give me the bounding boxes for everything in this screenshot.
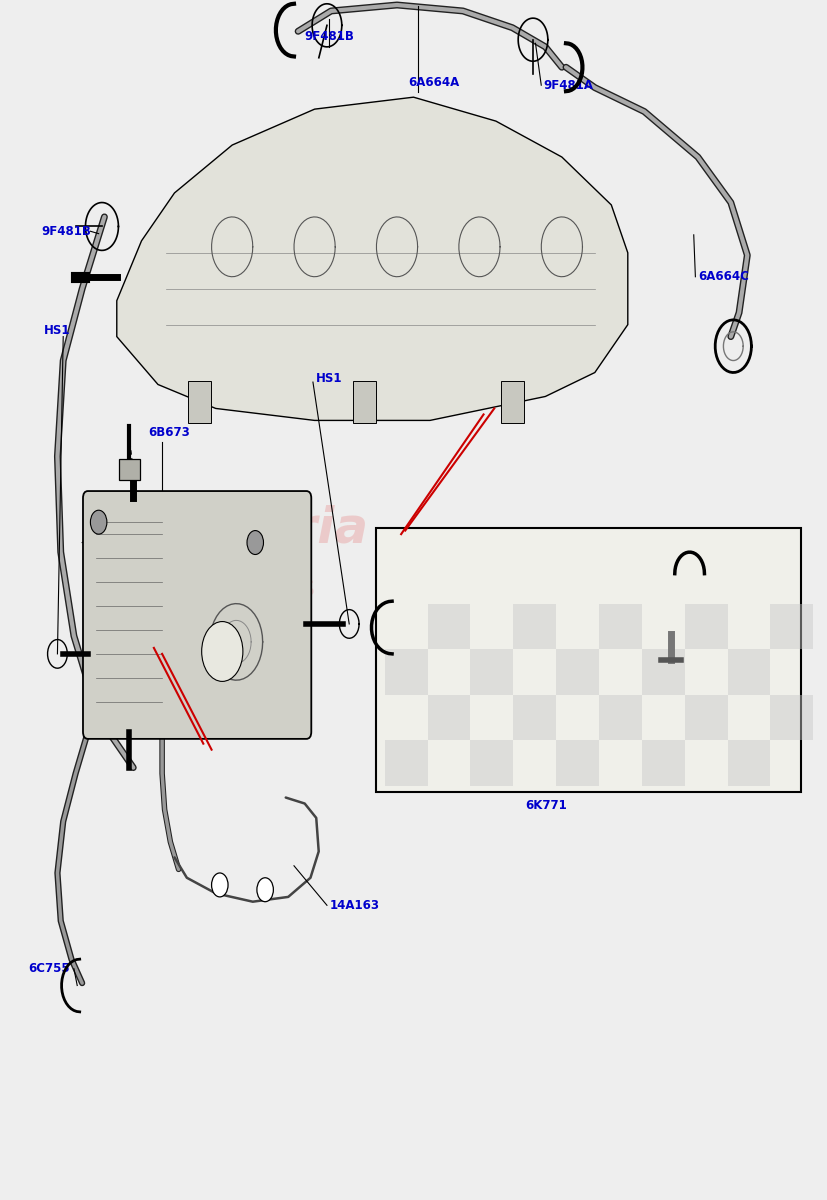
Text: 6A664C: 6A664C [698,270,748,283]
Bar [385,740,428,786]
Bar [428,695,471,740]
Polygon shape [117,97,628,420]
Bar [385,649,428,695]
Bar [685,695,728,740]
Bar [471,740,514,786]
Bar [188,380,211,422]
Circle shape [90,510,107,534]
Text: 6B673: 6B673 [148,426,190,439]
Bar [376,528,801,792]
Bar [556,740,599,786]
Bar [352,380,375,422]
Bar [642,740,685,786]
Bar [599,695,642,740]
Text: HS1: HS1 [45,324,71,337]
Text: 6K771: 6K771 [525,799,566,812]
Bar [771,604,813,649]
Bar [428,604,471,649]
Bar [556,649,599,695]
Circle shape [247,530,264,554]
Circle shape [202,622,243,682]
Circle shape [212,872,228,896]
Text: scuderia: scuderia [128,504,369,552]
Bar [514,695,556,740]
Bar [471,649,514,695]
Text: 9F481A: 9F481A [543,79,594,91]
Bar [728,649,771,695]
Bar [514,604,556,649]
Text: 6A664B: 6A664B [127,512,178,526]
Bar [685,604,728,649]
Text: 9F481B: 9F481B [304,30,354,43]
Bar [642,649,685,695]
Bar [728,740,771,786]
Text: 6C755: 6C755 [28,962,69,976]
Circle shape [257,877,274,901]
Text: car  parts: car parts [182,574,315,602]
Text: 15761: 15761 [698,548,739,562]
Bar [119,458,140,480]
Bar [501,380,524,422]
FancyBboxPatch shape [83,491,311,739]
Text: HS1: HS1 [316,372,342,385]
Bar [599,604,642,649]
Text: 14A163: 14A163 [329,899,380,912]
Text: HS2: HS2 [148,582,174,594]
Text: 9F481B: 9F481B [41,224,91,238]
Text: 6A664A: 6A664A [409,76,460,89]
Bar [771,695,813,740]
